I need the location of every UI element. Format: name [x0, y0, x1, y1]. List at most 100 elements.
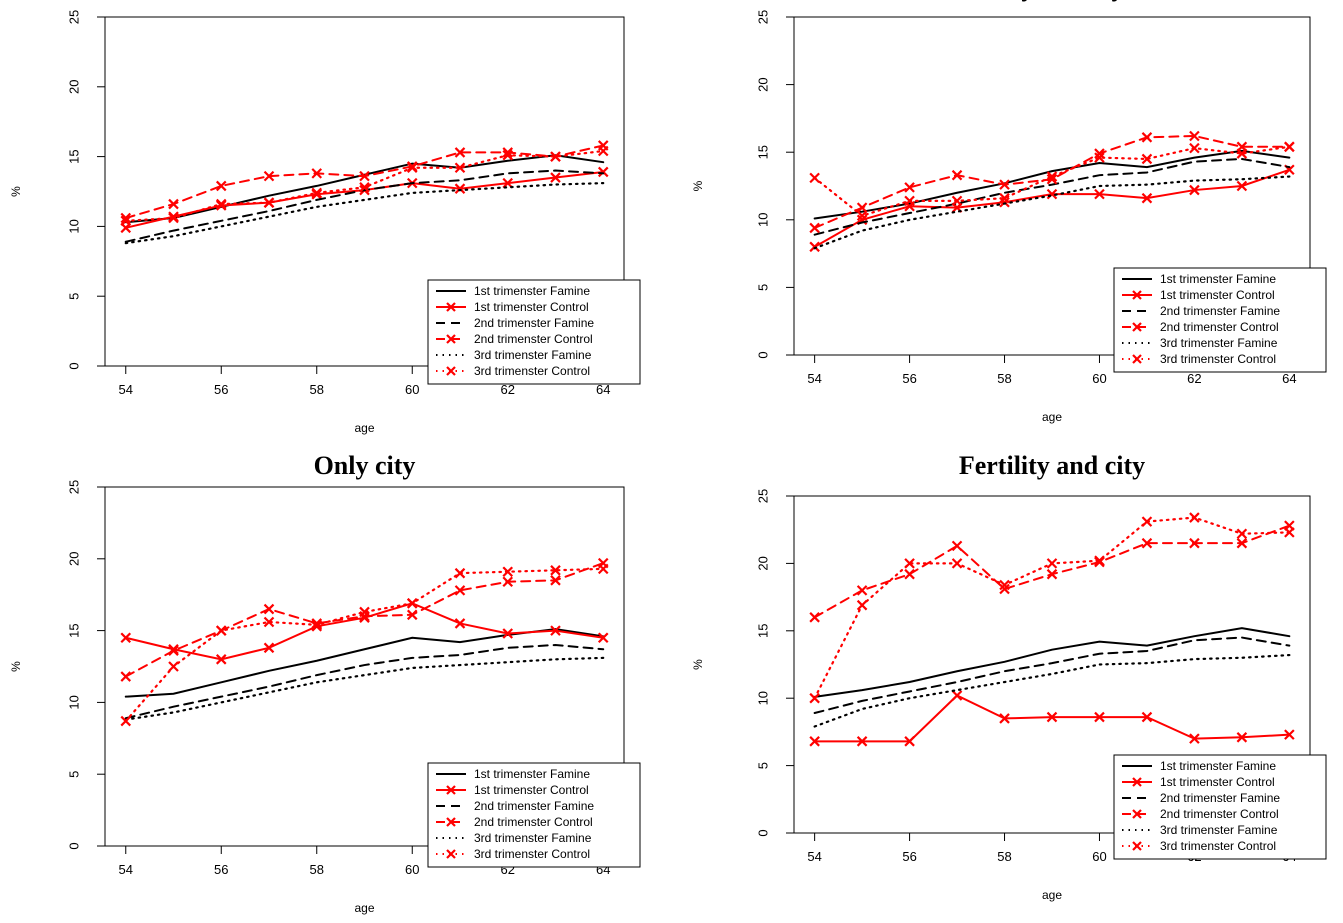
chart-title: Only fertility	[979, 0, 1124, 2]
chart-panel-bottom-right: Fertility and city0510152025545658606264…	[682, 451, 1342, 918]
data-point-marker	[215, 654, 227, 665]
data-point-marker	[550, 172, 561, 183]
data-point-marker	[1046, 711, 1058, 723]
data-point-marker	[999, 579, 1010, 591]
legend-box	[1113, 754, 1327, 860]
legend-box	[427, 762, 641, 868]
data-point-marker	[597, 145, 609, 157]
y-tick-label: 25	[755, 489, 770, 503]
data-point-marker	[215, 198, 227, 210]
data-point-marker	[1141, 711, 1153, 723]
y-tick-label: 0	[755, 351, 770, 358]
series-line-1	[813, 149, 1291, 220]
x-tick-label: 58	[997, 849, 1011, 864]
y-tick-label: 20	[755, 77, 770, 91]
legend-label: 1st trimenster Control	[1160, 288, 1275, 302]
series-line-6	[813, 145, 1291, 217]
chart-title: Only city	[314, 452, 416, 480]
data-point-marker	[168, 661, 179, 672]
data-point-marker	[951, 690, 963, 701]
data-point-marker	[120, 215, 132, 227]
data-point-marker	[168, 198, 179, 210]
data-point-marker	[502, 628, 514, 639]
legend-marker	[1132, 841, 1142, 851]
data-point-marker	[1284, 729, 1295, 740]
legend-label: 1st trimenster Famine	[1160, 759, 1276, 773]
data-point-marker	[502, 566, 514, 578]
legend-label: 3rd trimenster Control	[1160, 352, 1276, 366]
series-line-3	[813, 636, 1291, 715]
x-tick-label: 58	[310, 382, 324, 397]
data-point-marker	[263, 603, 275, 615]
data-point-marker	[1189, 733, 1200, 744]
legend-marker	[1132, 354, 1142, 364]
legend-label: 2nd trimenster Famine	[1160, 304, 1280, 318]
data-point-marker	[904, 195, 915, 207]
series-line-1	[124, 628, 605, 698]
legend-label: 2nd trimenster Famine	[474, 799, 594, 813]
data-point-marker	[1189, 184, 1200, 196]
data-point-marker	[856, 736, 868, 747]
data-point-marker	[1141, 132, 1153, 143]
data-point-marker	[1094, 555, 1105, 566]
data-point-marker	[215, 180, 227, 192]
legend-label: 2nd trimenster Famine	[474, 316, 594, 330]
data-point-marker	[904, 558, 915, 569]
data-point-marker	[951, 195, 963, 207]
data-point-marker	[1236, 528, 1248, 540]
series-line-5	[124, 656, 605, 721]
y-tick-label: 15	[755, 624, 770, 638]
series-line-3	[124, 169, 605, 243]
x-tick-label: 56	[214, 862, 228, 877]
x-tick-label: 60	[1092, 371, 1106, 386]
series-line-5	[813, 653, 1291, 728]
legend-label: 3rd trimenster Control	[474, 364, 590, 378]
legend-label: 3rd trimenster Famine	[1160, 823, 1278, 837]
data-point-marker	[904, 736, 915, 747]
plot-frame	[104, 16, 625, 367]
data-point-marker	[454, 618, 466, 629]
data-point-marker	[1189, 130, 1200, 142]
data-point-marker	[1141, 153, 1153, 165]
legend-label: 1st trimenster Control	[474, 783, 589, 797]
data-point-marker	[550, 625, 561, 636]
y-tick-label: 15	[66, 149, 81, 163]
data-point-marker	[1141, 192, 1153, 204]
legend-label: 3rd trimenster Famine	[1160, 336, 1278, 350]
x-tick-label: 54	[119, 862, 133, 877]
data-point-marker	[454, 147, 466, 158]
data-point-marker	[215, 625, 227, 636]
data-point-marker	[406, 598, 418, 609]
x-tick-label: 54	[119, 382, 133, 397]
y-tick-label: 20	[66, 552, 81, 566]
data-point-marker	[597, 166, 609, 178]
chart-svg: 0 5 10 15 20 25 54 56 58 60 62 64 age% 1st trimenster…	[9, 10, 641, 435]
data-point-marker	[856, 599, 868, 611]
data-point-marker	[359, 606, 370, 618]
legend-marker	[446, 366, 456, 376]
legend-marker	[1132, 290, 1142, 300]
y-tick-label: 20	[66, 80, 81, 94]
data-point-marker	[1236, 180, 1248, 192]
data-point-marker	[809, 241, 820, 253]
data-point-marker	[1046, 188, 1058, 200]
data-point-marker	[120, 671, 132, 682]
data-point-marker	[1189, 142, 1200, 154]
data-point-marker	[454, 567, 466, 579]
x-tick-label: 60	[405, 382, 419, 397]
data-point-marker	[597, 632, 609, 644]
data-point-marker	[311, 187, 323, 199]
x-tick-label: 56	[902, 849, 916, 864]
x-tick-label: 56	[902, 371, 916, 386]
x-tick-label: 54	[807, 849, 821, 864]
chart-panel-top-right: Only fertility 0 5 10 15 20 25 54 56 58 60 62 64 age%…	[682, 0, 1342, 450]
legend-label: 3rd trimenster Famine	[474, 831, 592, 845]
data-point-marker	[999, 192, 1010, 204]
series-line-5	[124, 182, 605, 245]
series-line-1	[813, 627, 1291, 698]
data-point-marker	[1141, 537, 1153, 549]
data-point-marker	[809, 222, 820, 234]
data-point-marker	[502, 147, 514, 158]
y-axis-label: %	[9, 661, 23, 672]
y-tick-label: 0	[755, 829, 770, 836]
